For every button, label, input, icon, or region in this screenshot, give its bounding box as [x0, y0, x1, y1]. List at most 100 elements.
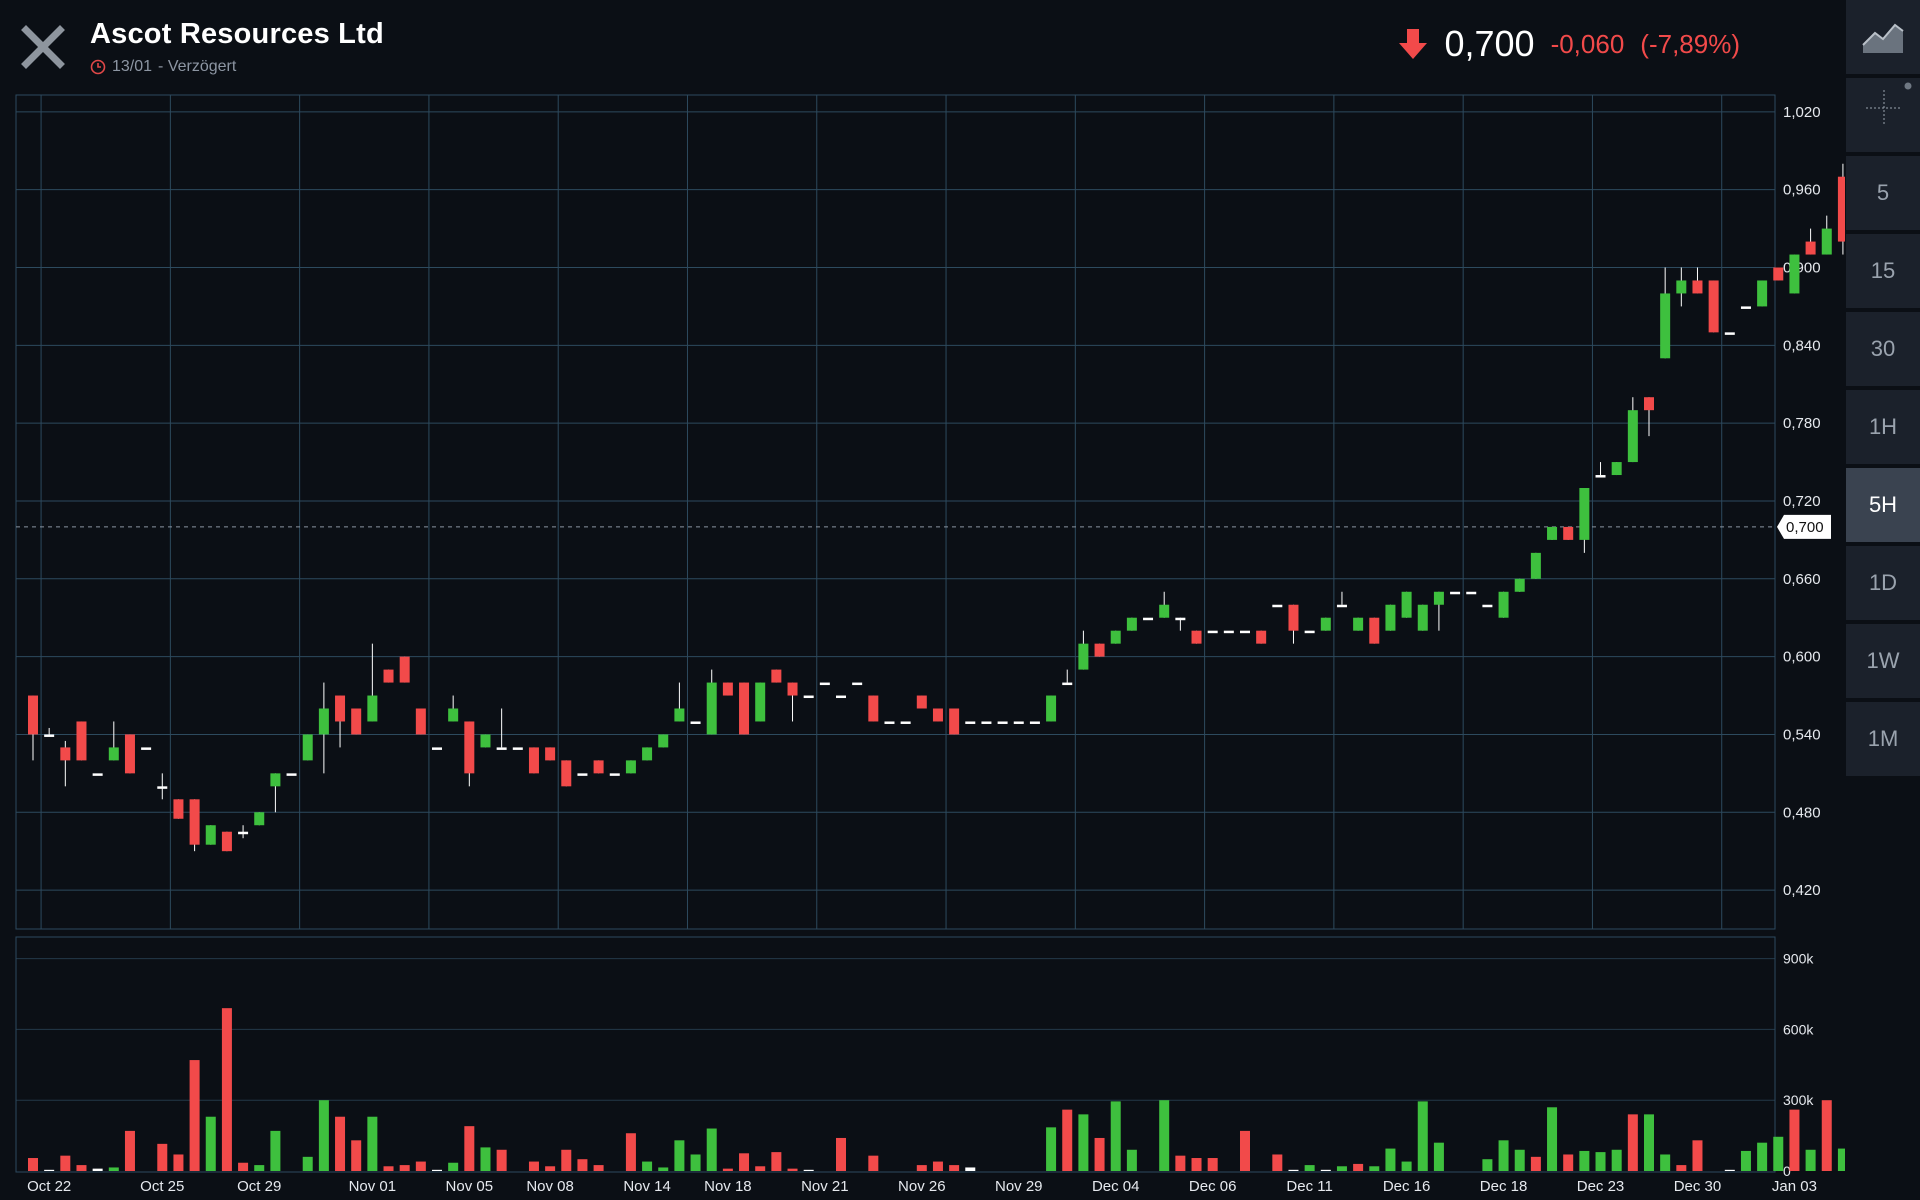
volume-bar: [949, 1165, 960, 1171]
candle-body: [884, 721, 895, 724]
timeframe-1h-button[interactable]: 1H: [1846, 390, 1920, 464]
y-tick-label: 0,780: [1783, 415, 1821, 432]
volume-bar: [1369, 1166, 1380, 1171]
timeframe-1m-button[interactable]: 1M: [1846, 702, 1920, 776]
candle-body: [690, 721, 701, 724]
x-tick-label: Nov 18: [704, 1178, 752, 1195]
price-change: -0,060: [1550, 28, 1625, 59]
candle-body: [1126, 617, 1137, 631]
volume-bar: [383, 1166, 394, 1171]
candle-body: [1433, 591, 1444, 605]
volume-bar: [1336, 1166, 1347, 1171]
candle-body: [189, 799, 200, 845]
candle-body: [1611, 462, 1622, 476]
volume-bar: [1563, 1154, 1574, 1171]
last-price: 0,700: [1444, 23, 1535, 64]
volume-bar: [1627, 1114, 1638, 1171]
candle-body: [1466, 591, 1477, 595]
candle-body: [1498, 591, 1509, 618]
close-icon[interactable]: [18, 22, 68, 72]
volume-bar: [836, 1137, 846, 1171]
volume-bar: [1837, 1148, 1845, 1171]
volume-bar: [593, 1165, 604, 1171]
volume-bar: [1821, 1100, 1832, 1171]
candle-body: [1304, 630, 1315, 634]
candle-body: [92, 773, 103, 776]
volume-tick-label: 300k: [1783, 1092, 1814, 1108]
volume-bar: [625, 1133, 636, 1171]
candle-body: [1837, 176, 1845, 242]
x-tick-label: Dec 04: [1092, 1178, 1140, 1195]
price-change-percent: (-7,89%): [1640, 28, 1740, 59]
y-tick-label: 0,900: [1783, 260, 1821, 277]
candle-body: [1159, 604, 1170, 618]
x-tick-label: Dec 06: [1189, 1178, 1237, 1195]
candle-body: [528, 747, 539, 774]
volume-bar: [432, 1169, 442, 1171]
candle-body: [238, 831, 249, 835]
last-price-tag-label: 0,700: [1786, 519, 1824, 536]
candle-body: [480, 734, 491, 748]
candle-body: [868, 695, 879, 722]
volume-bar: [1676, 1165, 1687, 1171]
x-tick-label: Dec 23: [1577, 1178, 1625, 1195]
timeframe-5-button[interactable]: 5: [1846, 156, 1920, 230]
y-tick-label: 0,480: [1783, 804, 1821, 821]
volume-bar: [367, 1116, 378, 1171]
timeframe-30-button[interactable]: 30: [1846, 312, 1920, 386]
candle-body: [1692, 280, 1703, 294]
candle-body: [739, 682, 750, 735]
volume-bar: [1692, 1140, 1703, 1171]
volume-bar: [1789, 1109, 1800, 1171]
volume-tick-label: 600k: [1783, 1021, 1814, 1037]
candle-body: [432, 747, 442, 750]
volume-bar: [92, 1168, 103, 1171]
volume-bar: [254, 1165, 265, 1171]
candle-body: [351, 708, 362, 735]
candle-body: [254, 812, 265, 826]
chart-type-button[interactable]: [1846, 0, 1920, 74]
candle-body: [852, 682, 863, 686]
candle-body: [674, 708, 685, 722]
x-tick-label: Jan 03: [1772, 1178, 1817, 1195]
volume-bar: [173, 1154, 184, 1171]
volume-bar: [1547, 1107, 1558, 1171]
volume-bar: [1191, 1158, 1202, 1171]
candle-body: [625, 760, 636, 774]
candle-body: [415, 708, 426, 735]
volume-tick-label: 900k: [1783, 951, 1814, 967]
area-chart-icon: [1862, 23, 1904, 53]
price-chart[interactable]: 1,020 0,960 0,900 0,840 0,780 0,720 0,660 0,600…: [0, 0, 1845, 1200]
candle-body: [399, 656, 410, 683]
y-tick-label: 1,020: [1783, 104, 1821, 121]
y-tick-label: 0,420: [1783, 882, 1821, 899]
volume-bar: [1288, 1169, 1299, 1171]
volume-bar: [642, 1161, 653, 1171]
candle-body: [1450, 591, 1461, 595]
candle-body: [512, 747, 523, 750]
x-tick-label: Nov 08: [526, 1178, 574, 1195]
volume-bar: [1611, 1149, 1622, 1171]
candle-body: [464, 721, 475, 774]
volume-bar: [1805, 1149, 1816, 1171]
candle-body: [949, 708, 960, 735]
crosshair-button[interactable]: [1846, 78, 1920, 152]
candle-body: [706, 682, 717, 735]
volume-bar: [464, 1126, 475, 1171]
volume-bar: [351, 1140, 362, 1171]
candle-body: [1046, 695, 1057, 722]
timeframe-5h-button[interactable]: 5H: [1846, 468, 1920, 542]
volume-bar: [722, 1168, 733, 1171]
candle-body: [1595, 475, 1606, 478]
candle-body: [771, 669, 782, 683]
volume-bar: [1514, 1149, 1525, 1171]
x-tick-label: Nov 14: [623, 1178, 671, 1195]
volume-bar: [1304, 1165, 1315, 1171]
timeframe-1w-button[interactable]: 1W: [1846, 624, 1920, 698]
candle-body: [1385, 604, 1396, 631]
candle-body: [609, 773, 620, 776]
timeframe-15-button[interactable]: 15: [1846, 234, 1920, 308]
clock-icon: [90, 59, 106, 75]
timeframe-1d-button[interactable]: 1D: [1846, 546, 1920, 620]
candle-body: [335, 695, 346, 722]
